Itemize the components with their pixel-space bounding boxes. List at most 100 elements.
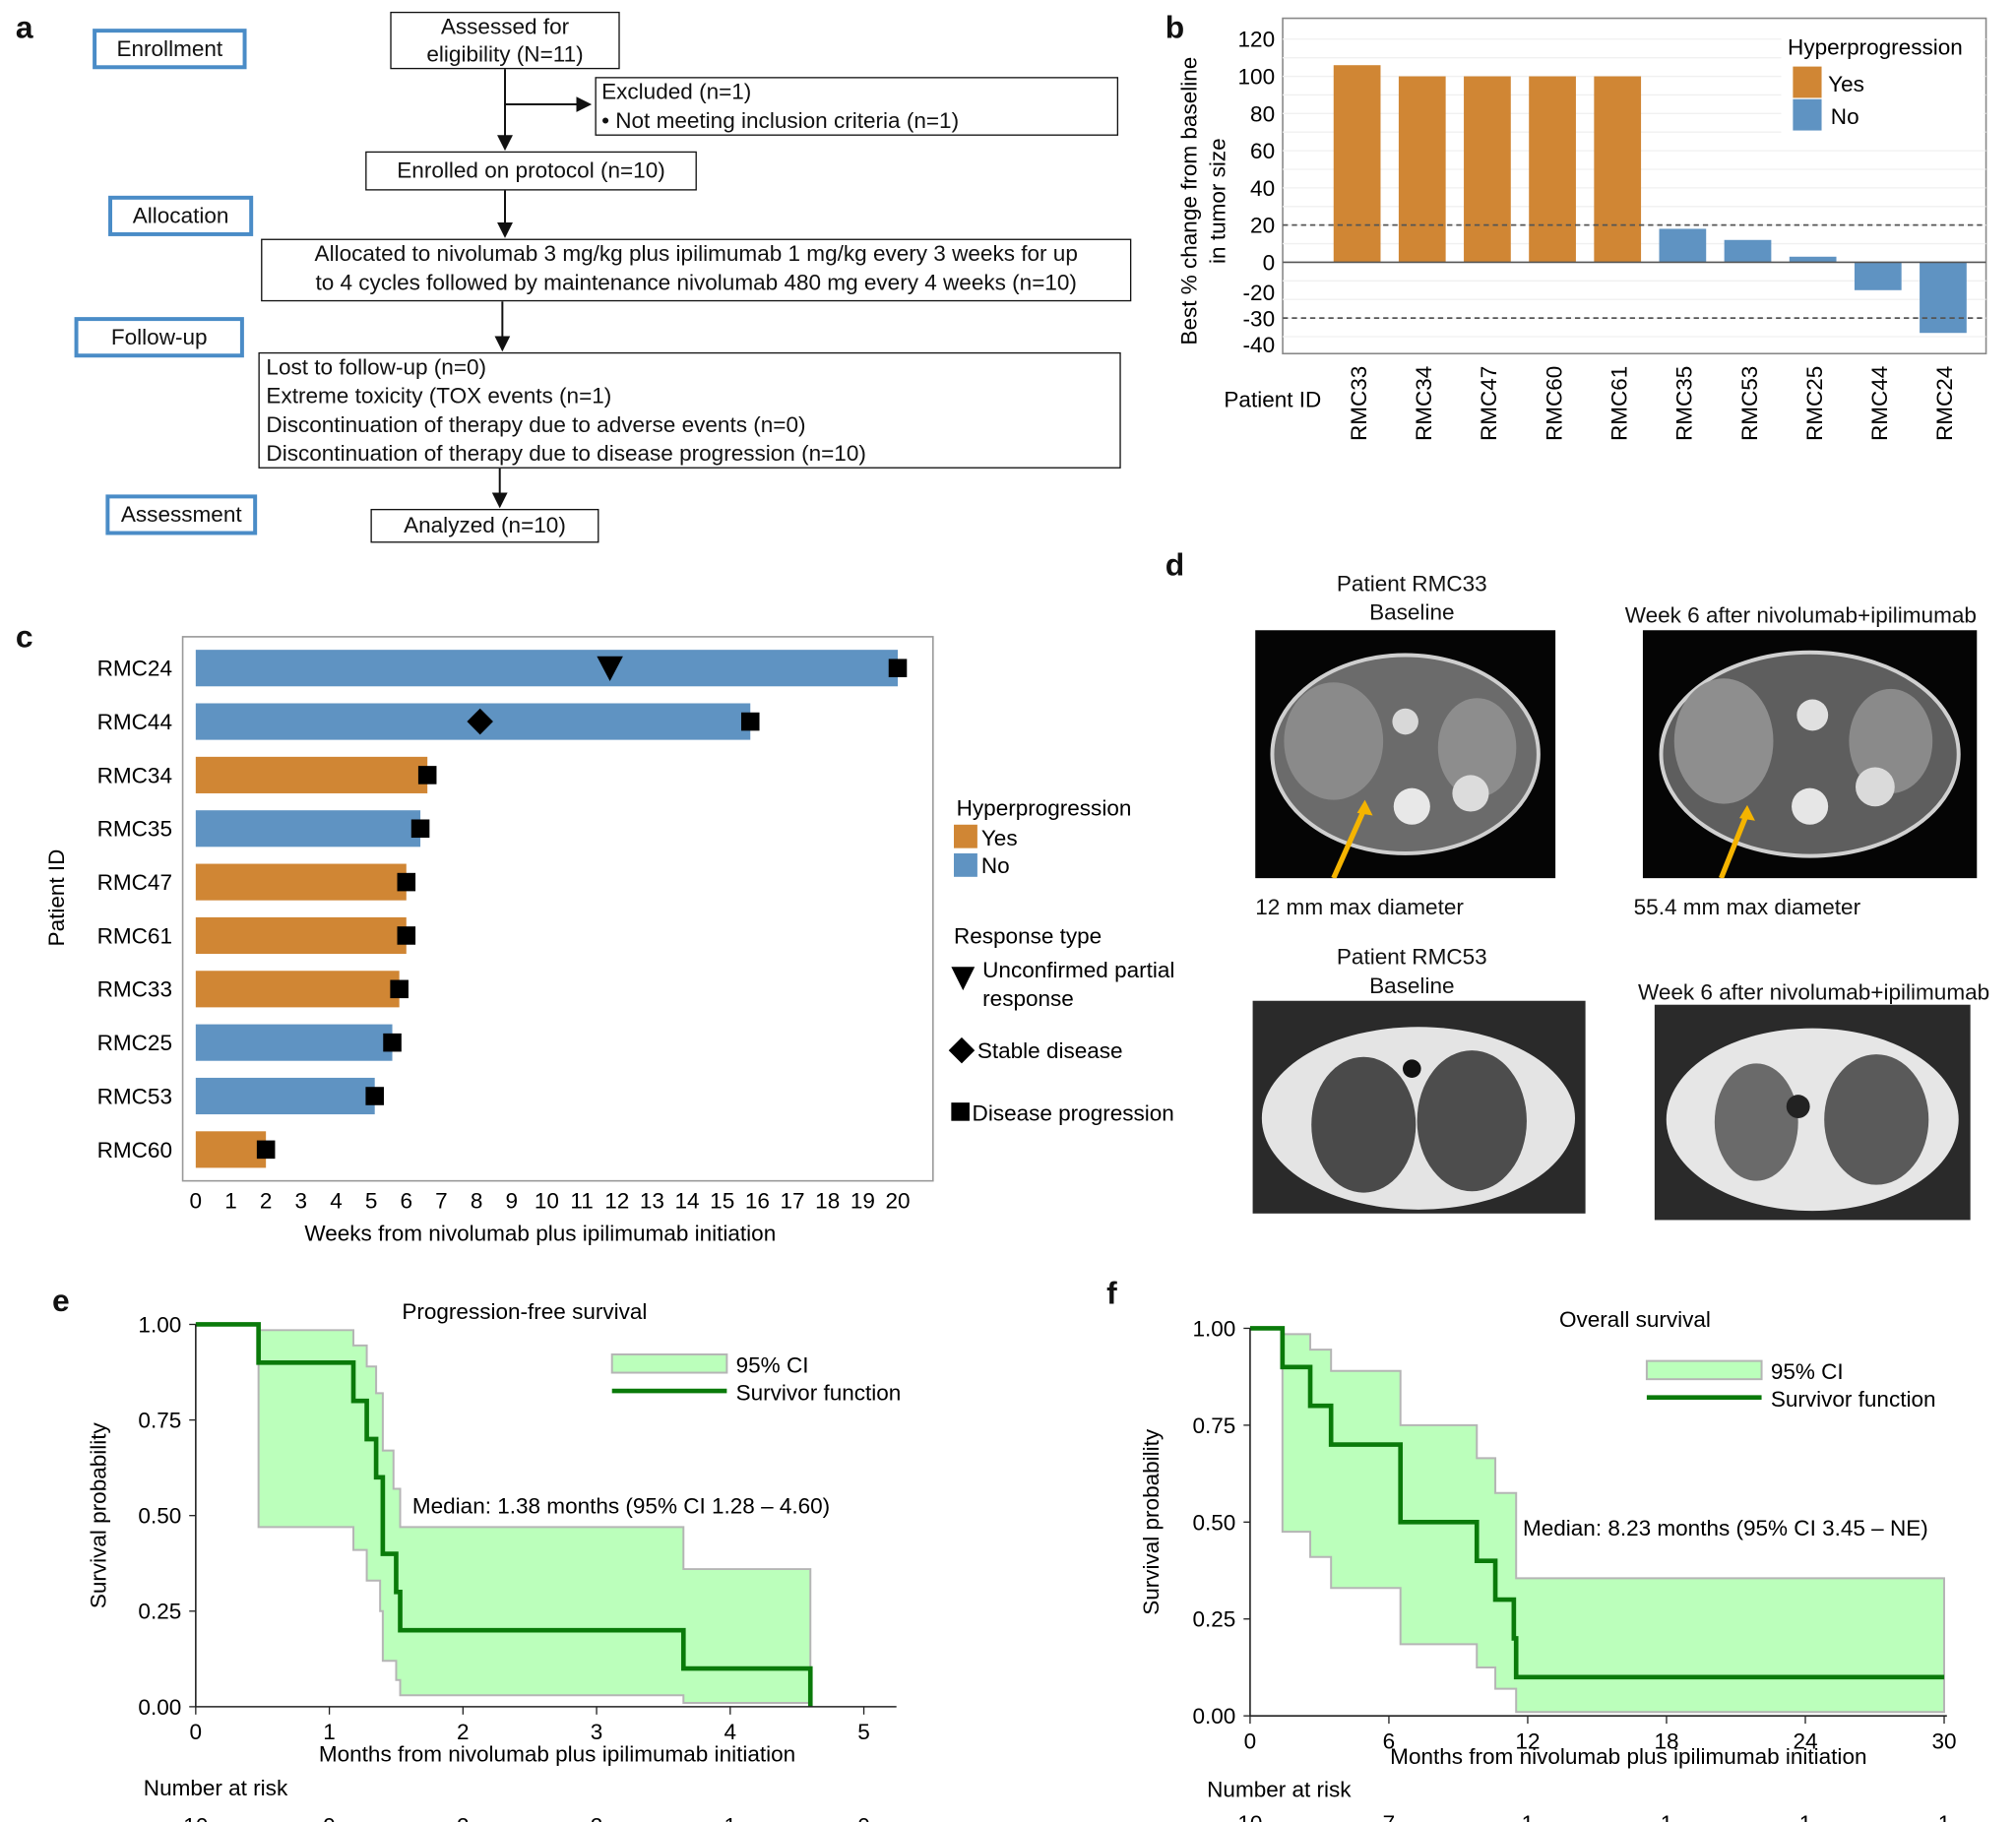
x-tick-label: 6	[401, 1189, 413, 1214]
allocated-line-1: Allocated to nivolumab 3 mg/kg plus ipil…	[314, 241, 1078, 267]
ct-image-rmc33-week6	[1642, 630, 1978, 879]
y-tick-label: RMC34	[97, 763, 172, 787]
x-tick-label: 18	[815, 1189, 840, 1214]
stage-follow-up: Follow-up	[74, 317, 244, 358]
legend-label-disease-progression: Disease progression	[973, 1101, 1174, 1126]
analyzed-box: Analyzed (n=10)	[370, 508, 599, 543]
x-tick-label: 0	[1244, 1728, 1257, 1753]
ct-rmc33-title-line-1: Patient RMC33	[1336, 571, 1487, 597]
bar-rmc35	[1659, 228, 1707, 263]
x-tick-label: 16	[745, 1189, 770, 1214]
x-tick-label: 24	[1793, 1728, 1817, 1753]
square-icon	[951, 1102, 970, 1121]
disease-progression-marker	[256, 1140, 276, 1160]
ct-week6-title-2: Week 6 after nivolumab+ipilimumab	[1637, 979, 1990, 1005]
number-at-risk-value: 1	[1799, 1811, 1812, 1822]
x-tick-label: 6	[1383, 1728, 1396, 1753]
y-tick-label: 100	[1238, 65, 1276, 90]
disease-progression-marker	[365, 1087, 384, 1105]
x-tick-label: 2	[457, 1720, 470, 1744]
excluded-box: Excluded (n=1) • Not meeting inclusion c…	[595, 77, 1119, 136]
x-tick-label: 0	[190, 1720, 203, 1744]
assessed-line-1: Assessed for	[440, 14, 570, 39]
ct-rmc53-title-line-2: Baseline	[1369, 973, 1455, 999]
assessed-line-2: eligibility (N=11)	[426, 41, 584, 67]
panel-letter-b: b	[1165, 10, 1185, 46]
bar-rmc47	[1464, 76, 1511, 263]
x-axis-label: Months from nivolumab plus ipilimumab in…	[1390, 1744, 1866, 1769]
survival-curve	[195, 1322, 813, 1707]
x-tick-label: RMC24	[1932, 366, 1957, 441]
y-tick-label: 0.50	[1193, 1510, 1236, 1535]
x-tick-label: 14	[675, 1189, 700, 1214]
number-at-risk-value: 1	[724, 1813, 737, 1822]
x-tick-label: RMC25	[1802, 366, 1827, 441]
y-axis-label: Survival probability	[86, 1421, 110, 1608]
x-tick-label: RMC35	[1672, 366, 1697, 441]
number-at-risk-value: 1	[1522, 1811, 1535, 1822]
ct-week6-title: Week 6 after nivolumab+ipilimumab	[1624, 602, 1977, 628]
x-tick-label: 5	[857, 1720, 870, 1744]
y-tick-label: 0.25	[138, 1600, 181, 1624]
confidence-band	[1281, 1333, 1946, 1714]
legend-label-no: No	[1831, 104, 1859, 129]
ct-image-rmc53-baseline	[1252, 1000, 1586, 1214]
x-tick-label: RMC61	[1606, 366, 1631, 441]
legend-label-ci: 95% CI	[1771, 1359, 1844, 1384]
x-tick-label: 9	[506, 1189, 519, 1214]
legend-label-yes: Yes	[1828, 72, 1864, 96]
legend-ci-swatch	[1645, 1359, 1763, 1381]
bar-rmc60	[1529, 76, 1576, 263]
x-tick-label: 8	[471, 1189, 483, 1214]
x-tick-label: 3	[295, 1189, 308, 1214]
y-tick-label: 0.00	[1193, 1704, 1236, 1728]
y-tick-label: RMC24	[97, 657, 172, 681]
x-tick-label: 17	[781, 1189, 805, 1214]
y-tick-label: 0.75	[138, 1409, 181, 1433]
bar-rmc47	[195, 863, 407, 901]
legend-swatch-yes	[954, 824, 977, 848]
ct-rmc53-title: Patient RMC53 Baseline	[1255, 943, 1568, 1000]
legend-swatch-yes	[1793, 66, 1822, 98]
x-tick-label: 18	[1654, 1728, 1678, 1753]
disease-progression-marker	[397, 926, 416, 945]
followup-line-4: Discontinuation of therapy due to diseas…	[266, 441, 866, 467]
allocated-line-2: to 4 cycles followed by maintenance nivo…	[315, 270, 1077, 295]
x-tick-label: 19	[850, 1189, 875, 1214]
number-at-risk-label: Number at risk	[1207, 1777, 1352, 1801]
number-at-risk-value: 7	[1383, 1811, 1396, 1822]
x-tick-label: 20	[885, 1189, 910, 1214]
disease-progression-marker	[417, 766, 437, 785]
bar-rmc44	[1854, 262, 1902, 290]
bar-rmc25	[1789, 256, 1837, 263]
x-axis-label: Months from nivolumab plus ipilimumab in…	[319, 1742, 795, 1767]
y-tick-label: RMC25	[97, 1031, 172, 1055]
excluded-line-1: Excluded (n=1)	[601, 79, 752, 105]
y-tick-label: 40	[1250, 176, 1275, 201]
number-at-risk-value: 2	[457, 1813, 470, 1822]
median-annotation: Median: 8.23 months (95% CI 3.45 – NE)	[1523, 1516, 1928, 1540]
bar-rmc35	[195, 810, 421, 848]
number-at-risk-label: Number at risk	[144, 1776, 288, 1800]
x-tick-label: 15	[710, 1189, 734, 1214]
legend-swatch-no	[954, 852, 977, 877]
legend-swatch-no	[1793, 98, 1822, 131]
x-tick-label: RMC60	[1542, 366, 1566, 441]
followup-line-2: Extreme toxicity (TOX events (n=1)	[266, 383, 612, 408]
disease-progression-marker	[383, 1033, 402, 1052]
legend-label-yes: Yes	[981, 826, 1018, 850]
panel-letter-a: a	[15, 10, 33, 46]
x-tick-label: 5	[365, 1189, 378, 1214]
partial-response-marker	[597, 656, 623, 681]
y-tick-label: 80	[1250, 101, 1275, 126]
legend-label-survival: Survivor function	[1771, 1387, 1936, 1412]
bar-rmc61	[1594, 76, 1642, 263]
x-tick-label: 4	[724, 1720, 737, 1744]
number-at-risk-value: 1	[1938, 1811, 1951, 1822]
x-tick-label: 11	[570, 1189, 593, 1214]
disease-progression-marker	[410, 819, 430, 839]
bar-rmc33	[1333, 65, 1381, 263]
